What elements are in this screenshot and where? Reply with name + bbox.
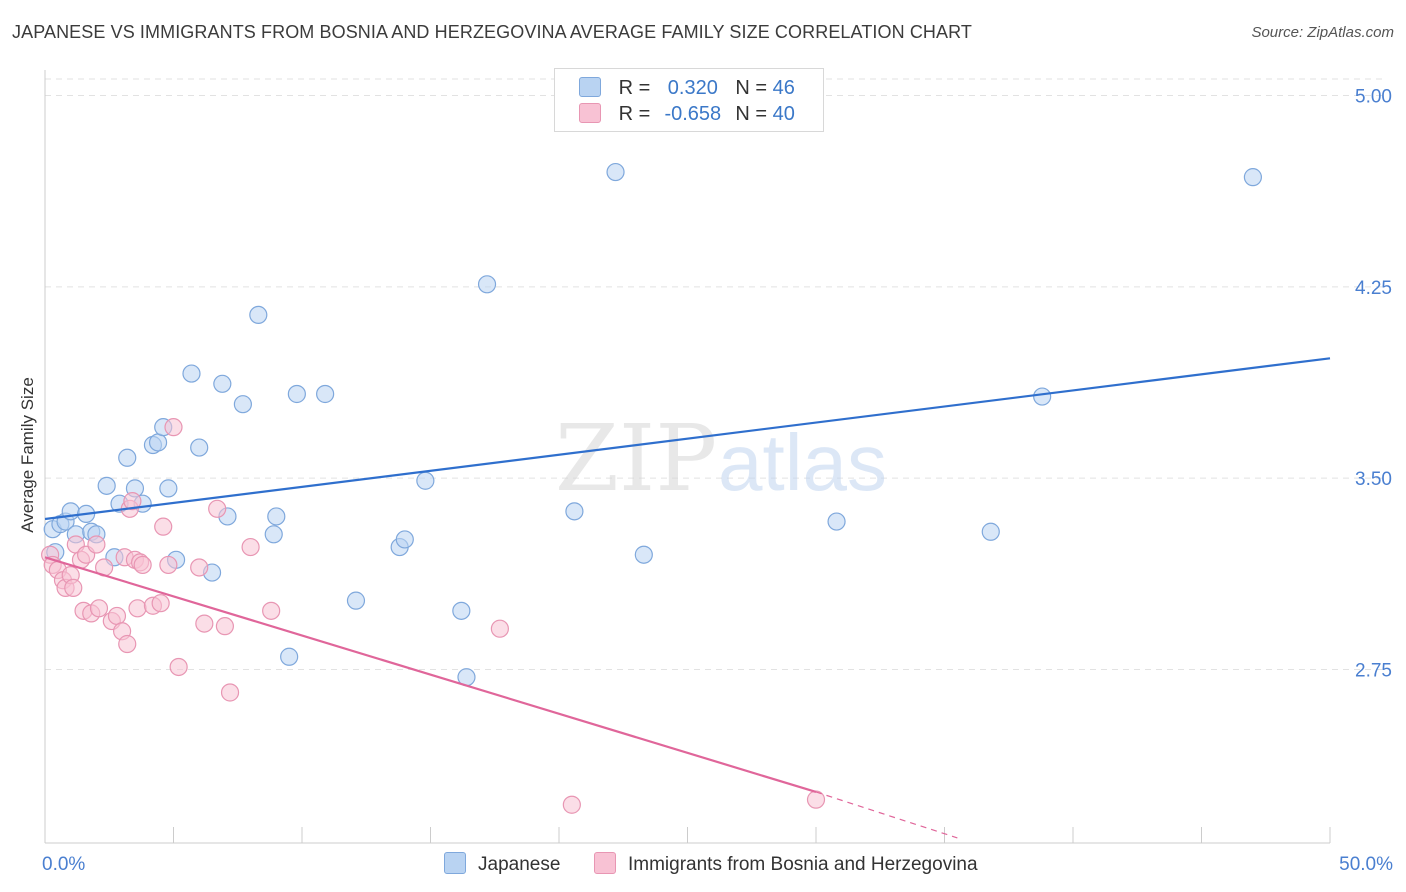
japanese-point (452, 601, 471, 620)
bottom-legend-label-bosnia: Immigrants from Bosnia and Herzegovina (628, 854, 978, 875)
bosnia-point (128, 599, 147, 618)
legend-n-label: N = (735, 103, 768, 125)
legend-row-japanese: R = 0.320 N = 46 (579, 77, 795, 103)
japanese-point (267, 507, 286, 526)
japanese-point (249, 305, 268, 325)
bottom-legend-swatch-blue (444, 852, 466, 874)
japanese-point (190, 438, 209, 457)
japanese-point (634, 545, 653, 564)
japanese-point (981, 522, 1000, 541)
bosnia-point (562, 795, 581, 814)
y-tick-label: 5.00 (1355, 87, 1392, 108)
bosnia-point (87, 535, 106, 554)
bosnia-point (490, 619, 509, 638)
x-tick-label-max: 50.0% (1339, 854, 1393, 875)
legend-swatch-blue (579, 77, 601, 97)
japanese-point (395, 530, 414, 549)
japanese-point (477, 275, 497, 294)
bosnia-trend-line (44, 556, 817, 794)
legend-r-value-japanese: 0.320 (667, 77, 718, 99)
watermark-zip: ZIP (555, 405, 717, 512)
legend-n-value-bosnia: 40 (772, 103, 795, 125)
bosnia-point (169, 657, 188, 677)
japanese-point (213, 374, 232, 393)
trend-lines (44, 357, 1331, 839)
bosnia-point (164, 418, 183, 437)
bosnia-trend-extension (815, 791, 958, 839)
japanese-point (1033, 387, 1052, 406)
japanese-point (148, 433, 168, 452)
y-tick-label: 3.50 (1355, 469, 1392, 490)
watermark-atlas: atlas (718, 418, 887, 507)
y-tick-label: 4.25 (1355, 278, 1392, 299)
bosnia-point (123, 492, 142, 511)
japanese-point (606, 162, 625, 182)
bosnia-point (64, 578, 83, 597)
bosnia-point (118, 634, 137, 654)
bosnia-point (806, 790, 826, 809)
japanese-point (1243, 168, 1263, 187)
tick-labels: 2.75 3.50 4.25 5.00 0.0% 50.0% (42, 87, 1393, 875)
japanese-point (264, 525, 283, 544)
axes (44, 70, 1331, 844)
japanese-point (182, 364, 201, 383)
bottom-legend-japanese: Japanese (444, 852, 560, 876)
japanese-trend-line (44, 357, 1331, 521)
legend-r-label: R = (618, 77, 651, 99)
japanese-point (565, 502, 584, 521)
y-tick-label: 2.75 (1355, 661, 1392, 682)
bottom-legend-label-japanese: Japanese (478, 854, 561, 875)
japanese-point (316, 384, 335, 404)
japanese-point (280, 647, 299, 666)
bosnia-point (190, 558, 209, 577)
legend-swatch-pink (579, 103, 601, 123)
source-label: Source: ZipAtlas.com (1251, 24, 1394, 41)
bottom-legend-swatch-pink (594, 852, 616, 874)
bosnia-point (262, 601, 281, 620)
japanese-point (233, 395, 252, 414)
watermark: ZIP atlas (555, 405, 887, 512)
legend-r-value-bosnia: -0.658 (664, 103, 722, 125)
grid-lines (45, 78, 1385, 671)
x-tick-label-min: 0.0% (42, 854, 85, 875)
bosnia-point (195, 614, 214, 633)
legend-n-label: N = (735, 77, 768, 99)
bosnia-point (151, 594, 170, 613)
bosnia-point (241, 537, 260, 557)
legend-n-value-japanese: 46 (772, 77, 795, 99)
japanese-point (416, 471, 435, 490)
correlation-legend: R = 0.320 N = 46 R = -0.658 N = 40 (554, 68, 824, 132)
japanese-point (118, 448, 137, 467)
legend-row-bosnia: R = -0.658 N = 40 (579, 103, 795, 129)
japanese-point (827, 512, 846, 531)
bosnia-point (159, 555, 178, 575)
bosnia-point (208, 499, 227, 518)
bottom-legend-bosnia: Immigrants from Bosnia and Herzegovina (594, 852, 978, 876)
bosnia-point (89, 599, 109, 618)
japanese-point (346, 591, 366, 610)
bosnia-points (41, 418, 826, 814)
bosnia-point (154, 517, 173, 536)
chart-title: JAPANESE VS IMMIGRANTS FROM BOSNIA AND H… (12, 22, 972, 42)
japanese-point (287, 384, 306, 404)
y-axis-label: Average Family Size (18, 377, 37, 533)
bosnia-point (107, 606, 127, 626)
bosnia-point (133, 555, 152, 575)
japanese-point (97, 476, 116, 495)
japanese-point (159, 479, 178, 498)
bosnia-point (215, 617, 234, 636)
legend-r-label: R = (618, 103, 651, 125)
bosnia-point (220, 683, 240, 702)
